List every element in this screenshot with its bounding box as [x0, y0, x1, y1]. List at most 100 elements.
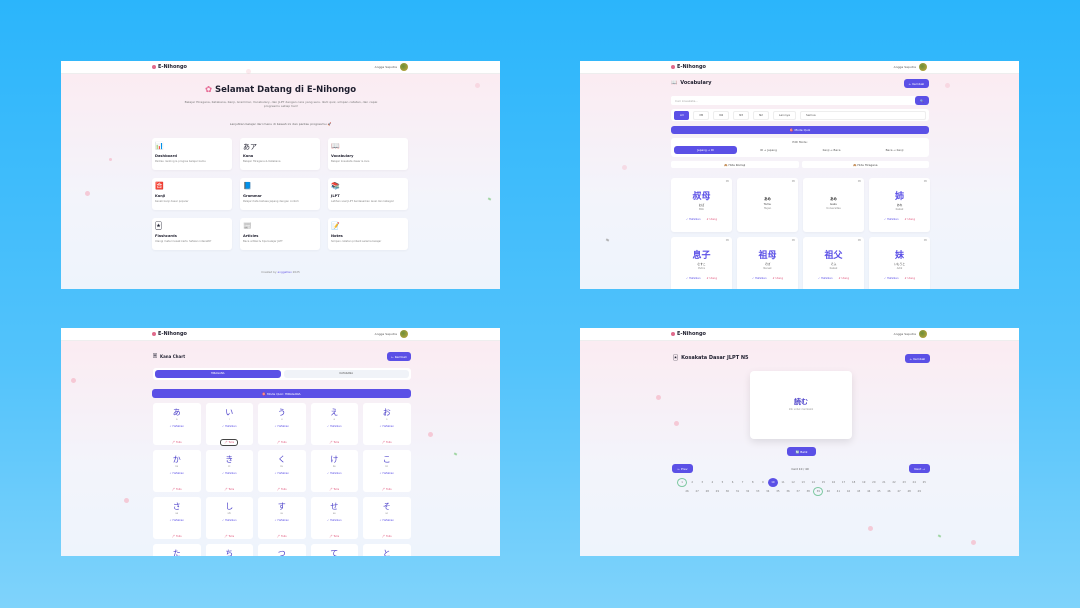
learn-button[interactable]: ✓ Hafalkan: [686, 218, 701, 221]
page-dot-23[interactable]: 23: [902, 481, 906, 484]
search-input[interactable]: Cari kosakata...: [671, 96, 916, 105]
write-button[interactable]: 🖊 Tulis: [329, 441, 340, 444]
page-dot-49[interactable]: 49: [917, 490, 921, 493]
learn-button[interactable]: ✓ Hafalkan: [379, 472, 394, 475]
vocab-card[interactable]: N5 祖母 そぼ Nenek ✓ Hafalkan ✗ Ulang: [737, 237, 798, 289]
filter-all[interactable]: All: [674, 110, 690, 120]
page-dot-21[interactable]: 21: [882, 481, 886, 484]
next-button[interactable]: Next →: [909, 464, 930, 473]
filter-n2[interactable]: N2: [753, 110, 769, 120]
vocab-card[interactable]: N5 妹いもうと Adik ✓ Hafalkan ✗ Ulang: [869, 237, 930, 289]
page-dot-31[interactable]: 31: [735, 490, 740, 493]
quiz-mode-button[interactable]: 🎯 Mode Quiz: HIRAGANA: [152, 389, 411, 398]
learn-button[interactable]: ✓ Hafalkan: [274, 472, 289, 475]
write-button[interactable]: 🖊 Tulis: [329, 488, 340, 491]
kana-card[interactable]: たta✓ Hafalkan🖊 Tulis: [153, 544, 201, 556]
user-menu[interactable]: Angga Saputra: [375, 330, 408, 338]
vocab-card[interactable]: N5 あめ Gaku Universitas: [803, 178, 864, 232]
kana-card[interactable]: こ ko ✓ Hafalkan 🖊 Tulis: [363, 450, 411, 492]
page-dot-4[interactable]: 4: [711, 481, 714, 484]
kana-card[interactable]: う u ✓ Hafalkan 🖊 Tulis: [258, 403, 306, 445]
page-dot-13[interactable]: 13: [801, 481, 805, 484]
page-dot-5[interactable]: 5: [721, 481, 724, 484]
feature-card-flashcards[interactable]: 🃏 Flashcards Ulangi materi lewat kartu haf…: [152, 218, 232, 250]
brand-logo[interactable]: E-Nihongo: [152, 331, 187, 337]
learn-button[interactable]: ✓ Hafalkan: [884, 277, 899, 280]
kana-card[interactable]: ちchi✓ Hafalkan🖊 Tulis: [205, 544, 253, 556]
kana-card[interactable]: そ so ✓ Hafalkan 🖊 Tulis: [363, 497, 411, 539]
kana-card[interactable]: てte✓ Hafalkan🖊 Tulis: [310, 544, 358, 556]
flip-button[interactable]: 🔄 Balik: [787, 447, 816, 456]
kana-card[interactable]: せ se ✓ Hafalkan 🖊 Tulis: [310, 497, 358, 539]
filter-n3[interactable]: N3: [733, 110, 750, 120]
page-dot-33[interactable]: 33: [756, 490, 760, 493]
repeat-button[interactable]: ✗ Ulang: [838, 277, 849, 280]
filter-lainnya[interactable]: Lainnya: [772, 110, 796, 120]
page-dot-18[interactable]: 18: [851, 481, 856, 484]
page-dot-39[interactable]: 39: [813, 487, 824, 496]
hide-romaji-button[interactable]: 🙈 Hide Romaji: [671, 161, 799, 168]
write-button[interactable]: 🖊 Tulis: [276, 441, 287, 444]
page-dot-35[interactable]: 35: [776, 490, 780, 493]
learn-button[interactable]: ✓ Hafalkan: [169, 472, 184, 475]
page-dot-37[interactable]: 37: [796, 490, 800, 493]
vocab-card[interactable]: N5 姉あね Kakak ✓ Hafalkan ✗ Ulang: [869, 178, 930, 232]
learn-button[interactable]: ✓ Hafalkan: [379, 425, 394, 428]
page-dot-43[interactable]: 43: [856, 490, 861, 493]
write-button[interactable]: 🖊 Tulis: [220, 439, 239, 446]
repeat-button[interactable]: ✗ Ulang: [904, 277, 915, 280]
page-dot-41[interactable]: 41: [836, 490, 841, 493]
learn-button[interactable]: ✓ Hafalkan: [379, 519, 394, 522]
write-button[interactable]: 🖊 Tulis: [276, 535, 287, 538]
page-dot-48[interactable]: 48: [907, 490, 911, 493]
brand-logo[interactable]: E-Nihongo: [671, 64, 706, 70]
page-dot-32[interactable]: 32: [745, 490, 750, 493]
learn-button[interactable]: ✓ Hafalkan: [222, 425, 237, 428]
filter-n5[interactable]: N5: [693, 110, 710, 120]
brand-logo[interactable]: E-Nihongo: [152, 64, 187, 70]
mode-tab[interactable]: Kanji → Baca: [822, 148, 841, 152]
mode-tab[interactable]: Baca → Kanji: [885, 148, 904, 152]
vocab-card[interactable]: N5 叔母 おば Bibi ✓ Hafalkan ✗ Ulang: [671, 178, 732, 232]
tab-hiragana[interactable]: HIRAGANA: [155, 370, 281, 378]
learn-button[interactable]: ✓ Hafalkan: [274, 425, 289, 428]
feature-card-dashboard[interactable]: 📊 Dashboard Pantau ranking & progres belaj…: [152, 138, 232, 170]
page-dot-25[interactable]: 25: [922, 481, 926, 484]
vocab-card[interactable]: N5 祖父 そふ Kakek ✓ Hafalkan ✗ Ulang: [803, 237, 864, 289]
page-dot-19[interactable]: 19: [862, 481, 866, 484]
page-dot-28[interactable]: 28: [705, 490, 709, 493]
mode-tab[interactable]: Jepang → ID: [674, 146, 737, 154]
filter-n4[interactable]: N4: [713, 110, 730, 120]
write-button[interactable]: 🖊 Tulis: [171, 488, 182, 491]
repeat-button[interactable]: ✗ Ulang: [706, 218, 717, 221]
feature-card-articles[interactable]: 📰 Articles Baca artikel & tips belajar JLP…: [240, 218, 320, 250]
repeat-button[interactable]: ✗ Ulang: [706, 277, 717, 280]
page-dot-2[interactable]: 2: [691, 481, 693, 484]
repeat-button[interactable]: ✗ Ulang: [904, 218, 915, 221]
page-dot-7[interactable]: 7: [741, 481, 744, 484]
write-button[interactable]: 🖊 Tulis: [276, 488, 287, 491]
repeat-button[interactable]: ✗ Ulang: [772, 277, 783, 280]
page-dot-22[interactable]: 22: [892, 481, 896, 484]
feature-card-vocabulary[interactable]: 📖 Vocabulary Belajar kosakata dasar & kuis: [328, 138, 408, 170]
page-dot-27[interactable]: 27: [695, 490, 699, 493]
page-dot-34[interactable]: 34: [766, 490, 770, 493]
learn-button[interactable]: ✓ Hafalkan: [884, 218, 899, 221]
footer-link[interactable]: anggaDev: [277, 270, 292, 274]
page-dot-42[interactable]: 42: [846, 490, 851, 493]
user-menu[interactable]: Angga Saputra: [894, 330, 927, 338]
write-button[interactable]: 🖊 Tulis: [224, 535, 235, 538]
quiz-mode-button[interactable]: 🎯 Mode Quiz: [671, 126, 929, 134]
learn-button[interactable]: ✓ Hafalkan: [222, 519, 237, 522]
page-dot-20[interactable]: 20: [872, 481, 876, 484]
page-dot-44[interactable]: 44: [867, 490, 871, 493]
mode-tab[interactable]: ID → Jepang: [760, 148, 777, 152]
kana-card[interactable]: か ka ✓ Hafalkan 🖊 Tulis: [153, 450, 201, 492]
feature-card-kana[interactable]: あア Kana Belajar Hiragana & Katakana: [240, 138, 320, 170]
learn-button[interactable]: ✓ Hafalkan: [327, 425, 342, 428]
feature-card-grammar[interactable]: 📘 Grammar Pelajari tata bahasa Jepang deng…: [240, 178, 320, 210]
back-button[interactable]: ← Kembali: [904, 79, 929, 88]
page-dot-12[interactable]: 12: [791, 481, 795, 484]
page-dot-9[interactable]: 9: [761, 481, 764, 484]
page-dot-3[interactable]: 3: [701, 481, 704, 484]
